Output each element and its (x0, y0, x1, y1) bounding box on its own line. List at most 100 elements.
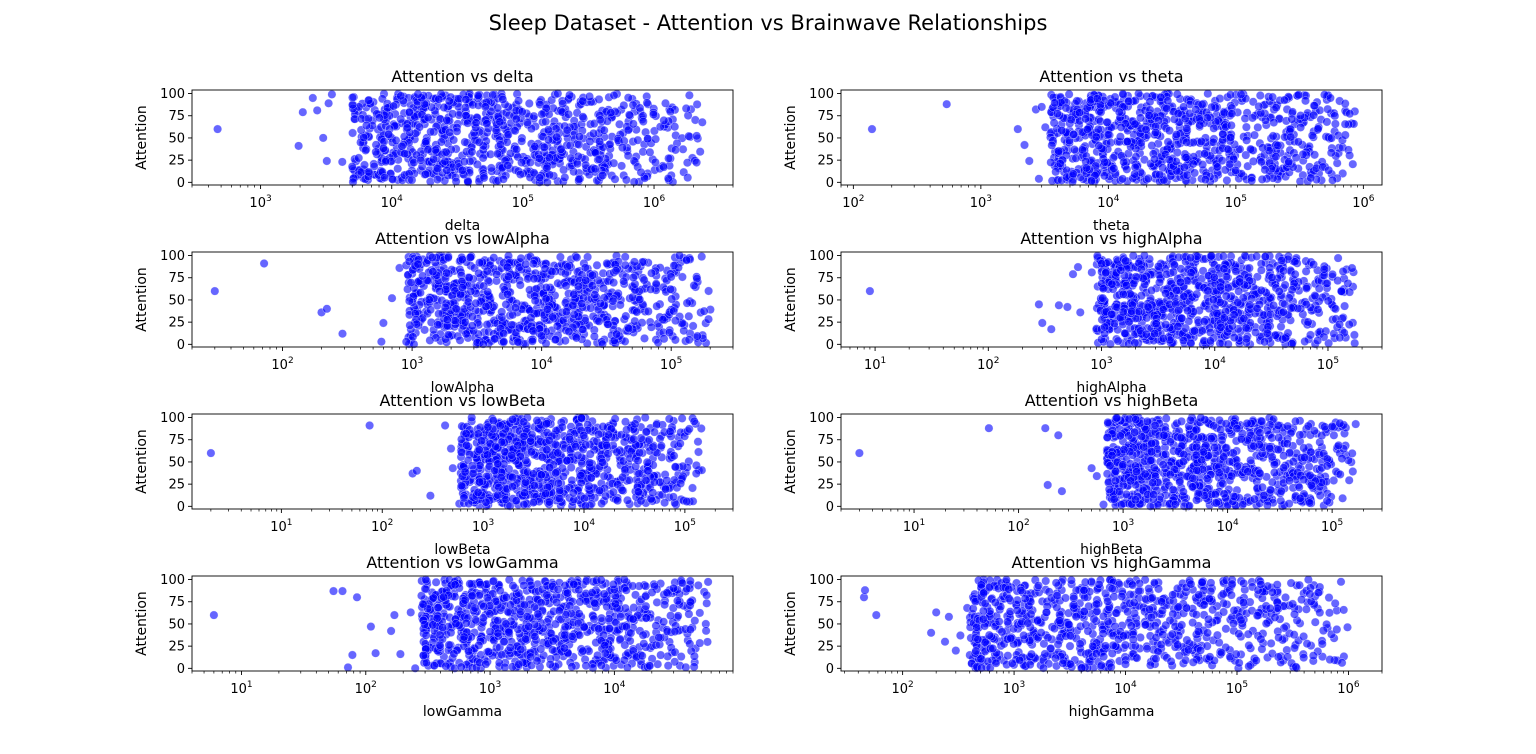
scatter-point (659, 116, 669, 125)
scatter-point (1173, 109, 1183, 119)
scatter-point (1173, 322, 1183, 332)
scatter-point (493, 149, 502, 159)
scatter-point (480, 102, 490, 112)
scatter-point (664, 414, 674, 424)
scatter-point (1108, 153, 1118, 163)
scatter-point (1179, 102, 1189, 112)
scatter-point (1116, 122, 1126, 132)
scatter-point (666, 284, 675, 294)
scatter-point (528, 469, 538, 479)
scatter-point (1116, 265, 1126, 275)
scatter-point (1255, 91, 1265, 100)
scatter-point (475, 258, 485, 268)
scatter-point (1273, 141, 1283, 150)
scatter-point (590, 164, 600, 174)
scatter-point (562, 456, 572, 466)
scatter-point (1109, 319, 1119, 328)
scatter-point (529, 274, 539, 284)
scatter-point (1280, 280, 1290, 290)
scatter-point (434, 94, 444, 104)
scatter-point (442, 165, 452, 175)
scatter-point (448, 463, 458, 473)
scatter-point (677, 272, 687, 282)
scatter-point (416, 155, 426, 165)
y-axis-label: Attention (134, 105, 150, 170)
scatter-point (1072, 96, 1082, 106)
scatter-point (579, 494, 589, 503)
scatter-point (365, 421, 375, 430)
scatter-point (551, 468, 561, 478)
scatter-point (378, 318, 388, 328)
scatter-point (1240, 114, 1250, 123)
scatter-point (1222, 175, 1232, 185)
scatter-point (573, 281, 583, 291)
y-tick-label: 25 (168, 316, 185, 331)
scatter-point (1335, 319, 1344, 329)
scatter-point (1161, 288, 1171, 298)
scatter-point (511, 114, 521, 124)
scatter-point (704, 314, 713, 324)
scatter-point (1130, 338, 1140, 348)
scatter-point (1219, 313, 1229, 323)
scatter-point (1068, 169, 1078, 179)
scatter-point (517, 136, 527, 146)
scatter-point (1013, 124, 1023, 134)
scatter-point (601, 491, 611, 501)
scatter-point (1087, 463, 1097, 473)
scatter-point (603, 449, 613, 459)
scatter-point (1239, 314, 1249, 324)
scatter-point (584, 481, 594, 491)
scatter-point (482, 119, 492, 129)
scatter-point (585, 449, 595, 459)
scatter-point (428, 267, 438, 277)
scatter-point (1075, 307, 1085, 317)
scatter-point (1319, 264, 1329, 274)
figure-title: Sleep Dataset - Attention vs Brainwave R… (489, 11, 1048, 35)
scatter-point (646, 284, 656, 294)
scatter-point (676, 479, 686, 488)
scatter-point (1155, 170, 1165, 180)
scatter-point (461, 111, 471, 121)
scatter-point (532, 416, 542, 426)
scatter-point (526, 436, 536, 446)
scatter-point (364, 95, 373, 105)
scatter-point (613, 496, 623, 506)
scatter-point (1296, 111, 1306, 121)
scatter-point (1107, 279, 1117, 289)
scatter-point (615, 119, 624, 129)
scatter-point (1150, 154, 1160, 164)
scatter-point (1324, 165, 1334, 175)
scatter-point (1327, 133, 1336, 143)
scatter-point (573, 151, 583, 161)
scatter-point (1260, 337, 1270, 347)
scatter-point (481, 302, 491, 311)
scatter-point (460, 137, 470, 147)
scatter-point (1141, 329, 1151, 339)
scatter-point (595, 136, 605, 146)
scatter-point (491, 441, 501, 451)
scatter-point (569, 310, 579, 319)
scatter-point (1302, 283, 1311, 293)
scatter-point (1128, 251, 1138, 261)
scatter-point (442, 115, 452, 125)
scatter-point (664, 153, 674, 163)
scatter-point (503, 160, 513, 170)
scatter-point (544, 135, 553, 145)
scatter-point (1236, 89, 1246, 99)
scatter-point (423, 145, 433, 155)
scatter-point (312, 105, 322, 115)
scatter-point (1118, 307, 1128, 317)
scatter-point (1107, 309, 1116, 319)
y-axis-label: Attention (783, 105, 799, 170)
x-tick-label: 104 (573, 518, 596, 535)
scatter-point (457, 283, 467, 292)
scatter-point (452, 126, 462, 136)
scatter-point (508, 472, 517, 482)
scatter-point (521, 259, 531, 269)
scatter-point (1182, 123, 1192, 133)
y-tick-label: 0 (177, 176, 185, 191)
x-tick-label: 105 (1225, 194, 1247, 211)
scatter-point (624, 324, 634, 333)
